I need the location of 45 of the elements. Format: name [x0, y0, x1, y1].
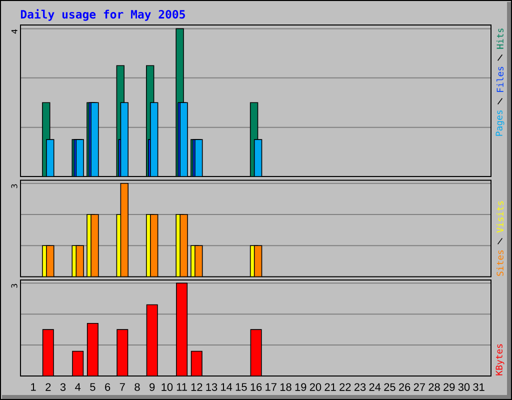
x-tick-label: 25: [384, 383, 396, 391]
x-tick-label: 29: [444, 383, 455, 391]
x-tick-label: 2: [46, 383, 51, 391]
bar: [116, 329, 128, 376]
x-tick-label: 18: [280, 383, 292, 391]
x-tick-label: 22: [340, 383, 351, 391]
bar: [250, 329, 262, 376]
text: Sites: [496, 250, 504, 276]
chart-title: Daily usage for May 2005: [20, 9, 185, 21]
x-tick-label: 9: [150, 383, 155, 391]
x-tick-label: 7: [120, 383, 125, 391]
x-tick-label: 5: [90, 383, 96, 391]
x-tick-label: 23: [354, 383, 366, 391]
x-tick-label: 19: [295, 383, 306, 391]
x-tick-label: 31: [473, 383, 484, 391]
x-tick-label: 24: [369, 383, 381, 391]
bar: [176, 282, 188, 376]
bar: [72, 350, 84, 376]
x-tick-label: 16: [250, 383, 262, 391]
x-tick-label: 10: [162, 383, 173, 391]
x-tick-label: 14: [221, 383, 232, 391]
x-tick-label: 21: [324, 383, 336, 391]
x-tick-label: 28: [428, 383, 440, 391]
x-tick-label: 30: [458, 383, 470, 391]
x-tick-label: 15: [236, 383, 247, 391]
x-tick-label: 20: [310, 383, 322, 391]
text: Visits: [496, 201, 504, 233]
x-tick-label: 3: [60, 383, 66, 391]
x-tick-label: 26: [399, 383, 410, 391]
bar: [42, 329, 54, 376]
text: Pages: [496, 110, 504, 136]
bar: [146, 304, 158, 376]
x-tick-label: 27: [414, 383, 425, 391]
x-tick-label: 12: [191, 383, 202, 391]
x-tick-label: 1: [31, 383, 36, 391]
x-tick-label: 13: [206, 383, 218, 391]
text: Files: [496, 66, 504, 92]
x-tick-label: 8: [134, 383, 140, 391]
x-tick-label: 11: [176, 383, 187, 391]
x-tick-label: 4: [75, 383, 81, 391]
text: KBytes: [496, 344, 504, 376]
bar: [190, 350, 202, 376]
x-tick-label: 17: [266, 383, 276, 391]
text: Hits: [496, 28, 504, 49]
x-tick-label: 6: [105, 383, 110, 391]
